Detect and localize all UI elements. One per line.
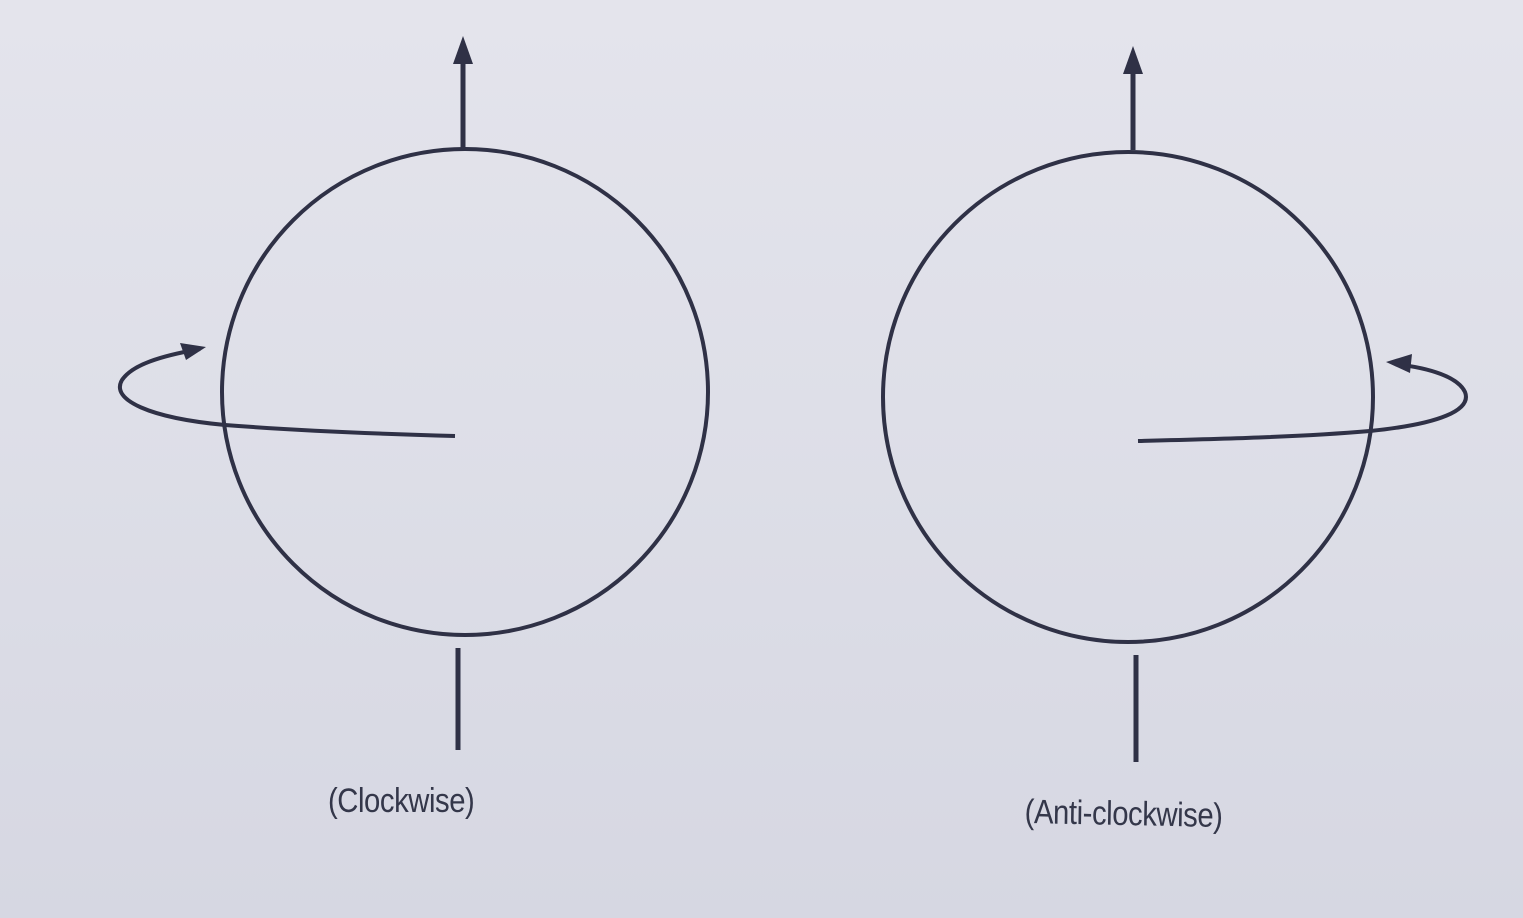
clockwise-figure [118,36,710,750]
right-rotation-arrow [1137,362,1468,443]
anticlockwise-caption: (Anti-clockwise) [1024,793,1223,836]
left-sphere [220,147,710,637]
right-axis-arrowhead [1123,46,1143,74]
left-axis-arrowhead [453,36,473,64]
anticlockwise-figure [881,46,1468,762]
left-rotation-arrowhead [180,343,206,360]
left-rotation-arrow [118,347,456,438]
clockwise-caption: (Clockwise) [328,782,475,820]
right-sphere [881,150,1375,644]
right-rotation-arrowhead [1386,354,1412,373]
